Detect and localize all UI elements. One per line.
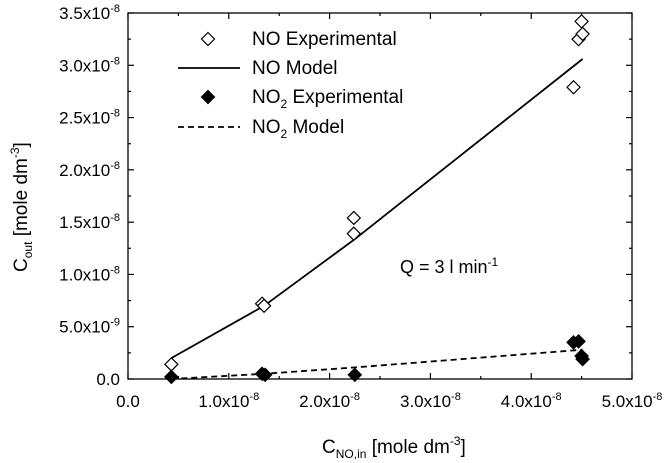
legend-label: NO2 Experimental [252, 87, 403, 111]
no-experimental-point [163, 357, 179, 372]
y-tick-label: 3.0x10-8 [59, 55, 120, 75]
no-experimental-point [346, 226, 362, 241]
x-tick-label: 4.0x10-8 [501, 391, 562, 411]
no2-model-line [171, 348, 583, 380]
no-experimental-point [574, 14, 589, 29]
ticks: 0.0 1.0x10-8 2.0x10-8 3.0x10-8 4.0x10-8 5.0x1… [59, 3, 662, 411]
y-tick-label: 3.5x10-8 [59, 3, 120, 23]
legend-label: NO2 Model [252, 117, 344, 141]
legend-marker [200, 31, 216, 47]
no2-experimental-point [347, 367, 363, 383]
no-experimental-point [346, 210, 362, 226]
no2-experimental-point [257, 367, 273, 383]
y-tick-label: 1.0x10-8 [59, 264, 120, 284]
y-axis-label: Cout [mole dm-3] [8, 142, 35, 272]
y-tick-label: 5.0x10-9 [59, 317, 120, 337]
no2-experimental-point [575, 351, 590, 367]
y-tick-label: 1.5x10-8 [59, 212, 120, 232]
legend-label: NO Experimental [252, 29, 397, 50]
x-tick-label: 5.0x10-8 [602, 391, 663, 411]
annotation: Q = 3 l min-1 [400, 255, 499, 277]
legend-marker [200, 89, 216, 105]
legend-symbol [200, 31, 216, 47]
no-experimental-point [575, 26, 590, 42]
x-axis-label: CNO,in [mole dm-3] [322, 434, 466, 461]
no-experimental-point [256, 298, 272, 314]
y-tick-label: 2.5x10-8 [59, 108, 120, 128]
legend-symbol [200, 89, 216, 105]
y-tick-label: 2.0x10-8 [59, 160, 120, 180]
series-layer [163, 14, 590, 385]
legend-label: NO Model [252, 58, 338, 79]
x-tick-label: 2.0x10-8 [299, 391, 360, 411]
no2-experimental-point [163, 369, 179, 385]
no2-experimental-point [571, 334, 586, 349]
x-tick-label: 0.0 [116, 392, 140, 411]
no-model-line [170, 58, 584, 359]
x-tick-label: 3.0x10-8 [400, 391, 461, 411]
no-experimental-point [566, 79, 581, 95]
x-tick-label: 1.0x10-8 [198, 391, 259, 411]
legend: NO Experimental NO Model NO2 Experimental N… [178, 29, 403, 141]
y-tick-label: 0.0 [96, 370, 120, 389]
